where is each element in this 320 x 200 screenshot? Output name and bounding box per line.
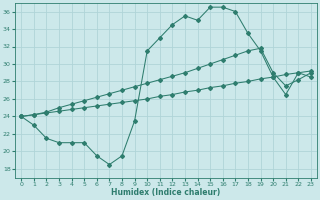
X-axis label: Humidex (Indice chaleur): Humidex (Indice chaleur)	[111, 188, 221, 197]
